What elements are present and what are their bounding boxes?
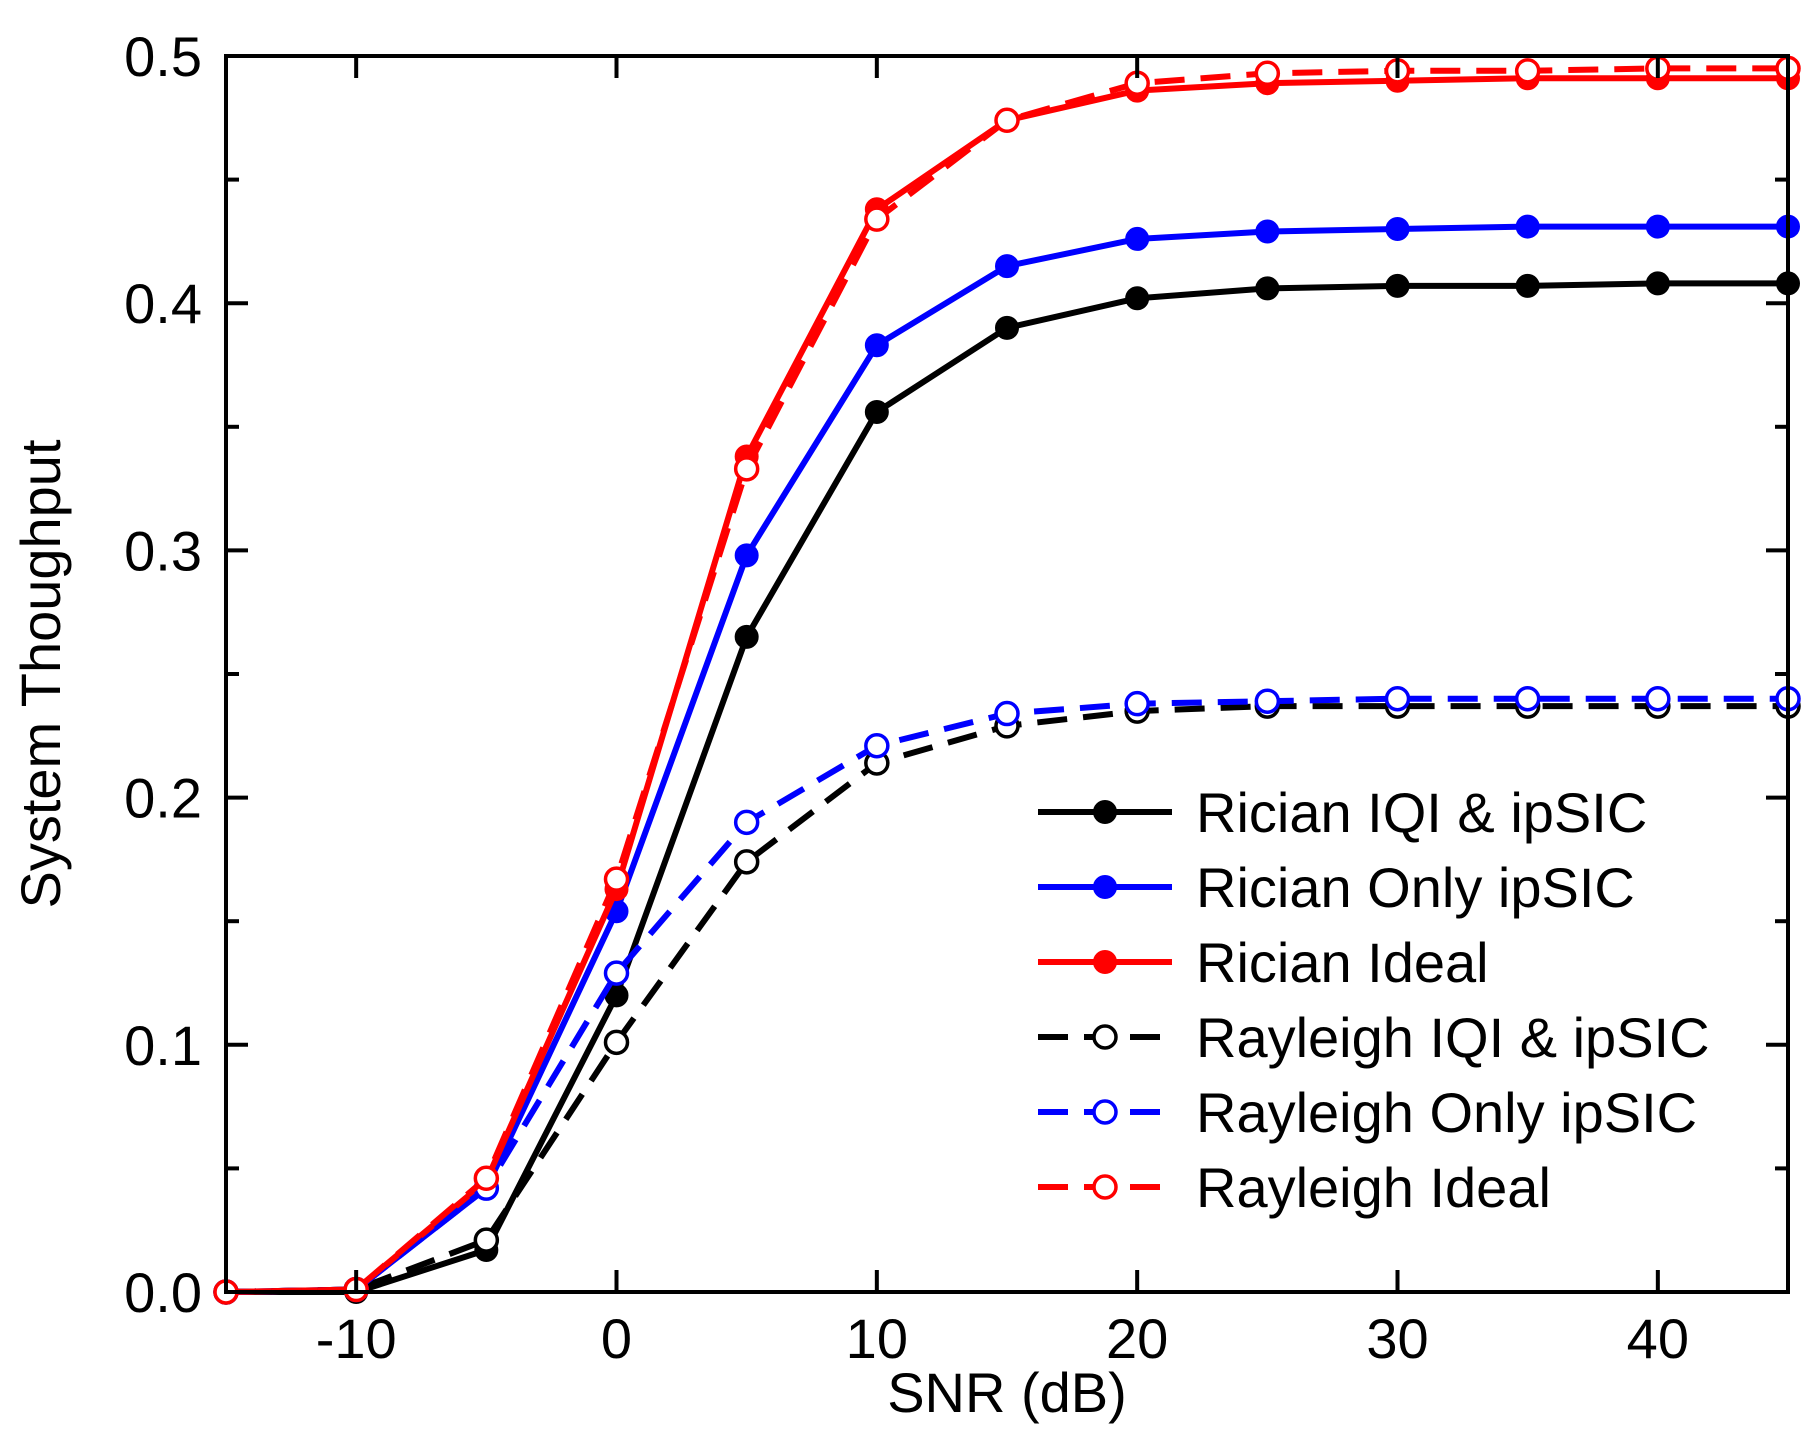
data-point-rayleigh-ideal: [473, 1165, 500, 1192]
legend-label-rician-iqi-and-ipsic: Rician IQI & ipSIC: [1196, 781, 1647, 844]
data-point-rician-only-ipsic: [1515, 214, 1540, 239]
x-tick-label: 40: [1627, 1307, 1689, 1370]
legend-label-rayleigh-iqi-and-ipsic: Rayleigh IQI & ipSIC: [1196, 1006, 1710, 1069]
data-point-rayleigh-iqi-and-ipsic: [733, 849, 760, 875]
legend-entry-rayleigh-ideal: Rayleigh Ideal: [1038, 1156, 1551, 1219]
legend-marker-rayleigh-ideal: [1092, 1174, 1118, 1200]
legend-entry-rician-only-ipsic: Rician Only ipSIC: [1038, 856, 1635, 919]
data-point-rayleigh-only-ipsic: [1645, 685, 1671, 712]
data-point-rician-only-ipsic: [734, 543, 759, 568]
data-point-rician-only-ipsic: [995, 254, 1019, 279]
data-point-rician-only-ipsic: [1645, 214, 1670, 239]
data-point-rayleigh-iqi-and-ipsic: [473, 1227, 500, 1253]
data-point-rayleigh-ideal: [733, 456, 760, 482]
data-point-rician-iqi-and-ipsic: [995, 315, 1019, 340]
series-rayleigh-ideal: [213, 55, 1801, 1305]
data-point-rayleigh-only-ipsic: [864, 732, 890, 759]
legend-label-rayleigh-ideal: Rayleigh Ideal: [1196, 1156, 1551, 1219]
data-point-rician-iqi-and-ipsic: [1515, 273, 1540, 298]
data-point-rayleigh-iqi-and-ipsic: [603, 1029, 630, 1056]
data-point-rician-only-ipsic: [1125, 226, 1150, 251]
ticks-layer: -10 0 10 20 30 40 0.0 0.1 0.2 0.3 0.4 0.5: [124, 25, 1788, 1370]
y-axis-title: System Thoughput: [9, 439, 72, 908]
data-point-rayleigh-only-ipsic: [1124, 690, 1150, 717]
data-point-rayleigh-only-ipsic: [603, 960, 630, 986]
legend: Rician IQI & ipSIC Rician Only ipSIC Ricia…: [1038, 781, 1710, 1219]
data-point-rayleigh-only-ipsic: [1384, 685, 1411, 712]
x-tick-label: -10: [316, 1307, 397, 1370]
legend-label-rician-only-ipsic: Rician Only ipSIC: [1196, 856, 1635, 919]
data-point-rayleigh-only-ipsic: [1254, 688, 1281, 714]
data-point-rician-iqi-and-ipsic: [1385, 273, 1410, 298]
x-axis-title: SNR (dB): [887, 1361, 1127, 1424]
data-point-rayleigh-only-ipsic: [1514, 685, 1541, 712]
data-point-rayleigh-ideal: [864, 206, 890, 232]
legend-marker-rician-ideal: [1093, 950, 1117, 974]
legend-marker-rician-only-ipsic: [1093, 875, 1117, 899]
data-point-rician-only-ipsic: [1255, 219, 1280, 244]
data-point-rayleigh-ideal: [603, 866, 630, 892]
legend-marker-rayleigh-only-ipsic: [1092, 1099, 1118, 1125]
data-point-rayleigh-only-ipsic: [994, 700, 1020, 727]
data-point-rician-only-ipsic: [864, 333, 889, 358]
series-layer: [213, 55, 1801, 1305]
legend-entry-rayleigh-iqi-and-ipsic: Rayleigh IQI & ipSIC: [1038, 1006, 1710, 1069]
data-point-rayleigh-ideal: [1254, 60, 1281, 87]
y-tick-label: 0.4: [124, 272, 202, 335]
legend-entry-rician-iqi-and-ipsic: Rician IQI & ipSIC: [1038, 781, 1647, 844]
data-point-rician-iqi-and-ipsic: [864, 399, 889, 424]
y-tick-label: 0.3: [124, 519, 202, 582]
x-tick-label: 10: [846, 1307, 908, 1370]
legend-label-rayleigh-only-ipsic: Rayleigh Only ipSIC: [1196, 1081, 1697, 1144]
y-tick-label: 0.2: [124, 767, 202, 830]
legend-marker-rayleigh-iqi-and-ipsic: [1092, 1024, 1118, 1050]
legend-label-rician-ideal: Rician Ideal: [1196, 931, 1489, 994]
data-point-rician-only-ipsic: [1385, 217, 1410, 242]
legend-entry-rayleigh-only-ipsic: Rayleigh Only ipSIC: [1038, 1081, 1697, 1144]
y-tick-label: 0.0: [124, 1261, 202, 1324]
data-point-rayleigh-ideal: [1514, 58, 1541, 84]
legend-marker-rician-iqi-and-ipsic: [1093, 800, 1117, 824]
x-tick-label: 0: [601, 1307, 632, 1370]
data-point-rician-iqi-and-ipsic: [734, 624, 759, 649]
x-tick-label: 30: [1366, 1307, 1428, 1370]
x-tick-label: 20: [1106, 1307, 1168, 1370]
data-point-rician-iqi-and-ipsic: [1125, 286, 1150, 311]
data-point-rayleigh-ideal: [994, 107, 1020, 134]
legend-entry-rician-ideal: Rician Ideal: [1038, 931, 1489, 994]
data-point-rayleigh-only-ipsic: [733, 809, 760, 836]
data-point-rician-iqi-and-ipsic: [1255, 276, 1280, 301]
y-tick-label: 0.5: [124, 25, 202, 88]
y-tick-label: 0.1: [124, 1014, 202, 1077]
data-point-rician-iqi-and-ipsic: [1645, 271, 1670, 296]
